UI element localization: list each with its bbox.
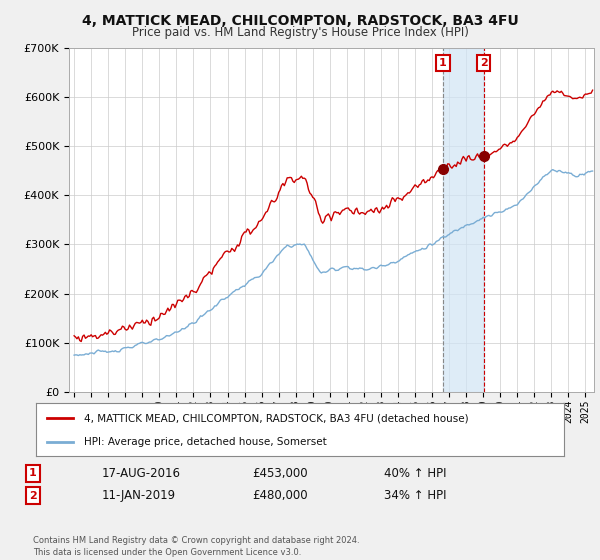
Text: 17-AUG-2016: 17-AUG-2016 — [102, 466, 181, 480]
Text: 34% ↑ HPI: 34% ↑ HPI — [384, 489, 446, 502]
Text: 1: 1 — [439, 58, 447, 68]
Text: £453,000: £453,000 — [252, 466, 308, 480]
Text: 40% ↑ HPI: 40% ↑ HPI — [384, 466, 446, 480]
Text: £480,000: £480,000 — [252, 489, 308, 502]
Text: 4, MATTICK MEAD, CHILCOMPTON, RADSTOCK, BA3 4FU (detached house): 4, MATTICK MEAD, CHILCOMPTON, RADSTOCK, … — [83, 413, 468, 423]
Text: 2: 2 — [29, 491, 37, 501]
Text: 4, MATTICK MEAD, CHILCOMPTON, RADSTOCK, BA3 4FU: 4, MATTICK MEAD, CHILCOMPTON, RADSTOCK, … — [82, 14, 518, 28]
Text: Price paid vs. HM Land Registry's House Price Index (HPI): Price paid vs. HM Land Registry's House … — [131, 26, 469, 39]
Text: HPI: Average price, detached house, Somerset: HPI: Average price, detached house, Some… — [83, 436, 326, 446]
Bar — [443, 48, 484, 392]
Text: 2: 2 — [480, 58, 488, 68]
Text: 11-JAN-2019: 11-JAN-2019 — [102, 489, 176, 502]
Text: 1: 1 — [29, 468, 37, 478]
Text: Contains HM Land Registry data © Crown copyright and database right 2024.
This d: Contains HM Land Registry data © Crown c… — [33, 536, 359, 557]
